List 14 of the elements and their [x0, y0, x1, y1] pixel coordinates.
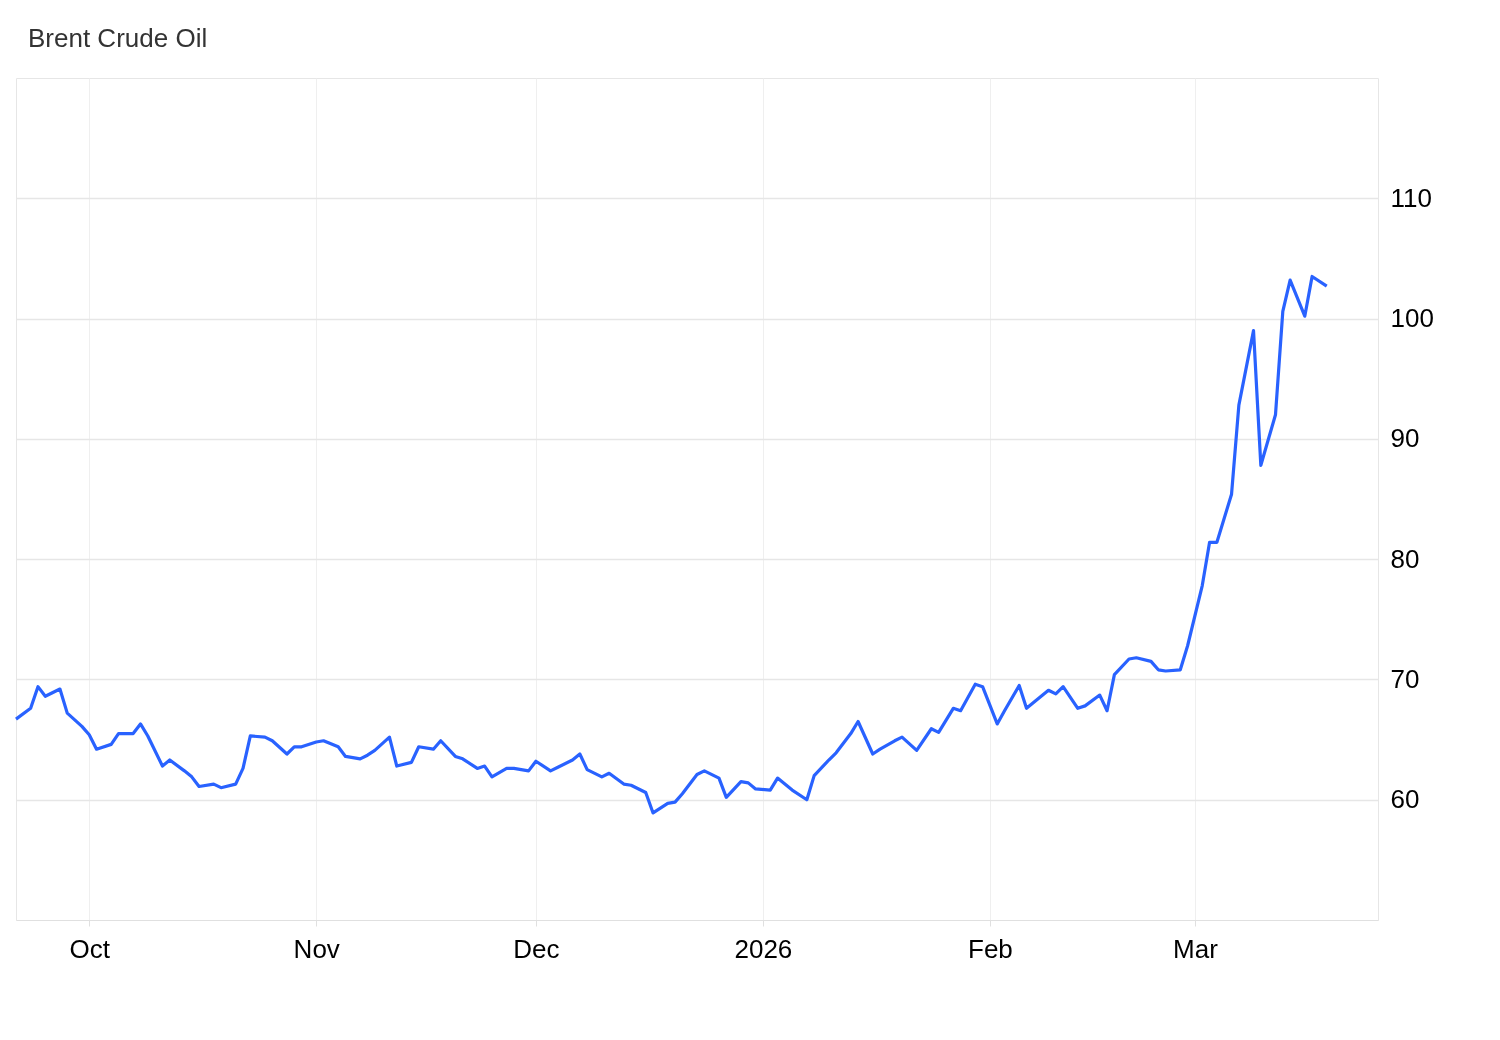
y-tick-label: 100	[1390, 303, 1434, 334]
x-tick-label: Mar	[1173, 933, 1219, 964]
x-tick-label: 2026	[734, 933, 793, 964]
y-tick-label: 70	[1390, 663, 1420, 694]
y-tick-label: 80	[1390, 543, 1420, 574]
line-series	[14, 274, 1329, 815]
x-tick-label: Dec	[513, 933, 560, 964]
y-tick-label: 110	[1390, 182, 1432, 213]
x-tick-label: Nov	[293, 933, 340, 964]
chart-title: Brent Crude Oil	[28, 23, 208, 53]
x-tick-label: Oct	[69, 933, 111, 964]
y-tick-label: 90	[1390, 423, 1420, 454]
y-tick-label: 60	[1390, 784, 1420, 815]
x-tick-label: Feb	[968, 933, 1013, 964]
